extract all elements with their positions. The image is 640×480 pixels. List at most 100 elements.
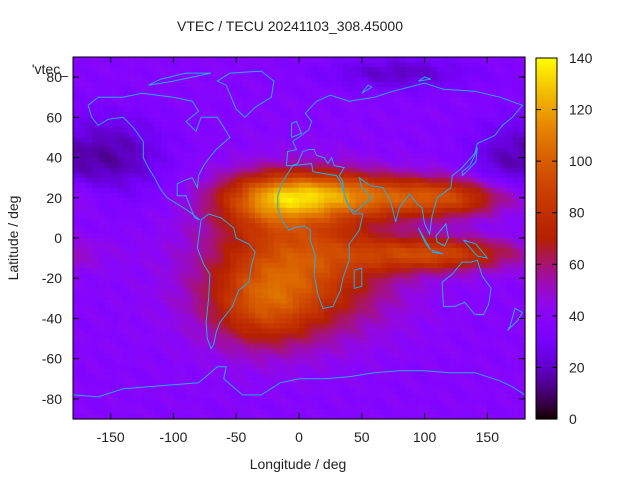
heat-cell: [217, 162, 225, 169]
heat-cell: [311, 348, 319, 355]
heat-cell: [317, 92, 325, 98]
heat-cell: [154, 388, 162, 395]
heat-cell: [110, 283, 118, 289]
heat-cell: [430, 338, 438, 345]
heat-cell: [512, 238, 520, 244]
heat-cell: [79, 77, 87, 83]
heat-cell: [443, 328, 451, 335]
heat-cell: [73, 132, 80, 139]
heat-cell: [280, 142, 288, 149]
heat-cell: [261, 358, 269, 365]
heat-cell: [223, 107, 231, 113]
heat-cell: [198, 313, 206, 320]
heat-cell: [91, 162, 99, 169]
heat-cell: [361, 137, 369, 144]
heat-cell: [418, 212, 426, 219]
heat-cell: [160, 92, 168, 98]
heat-cell: [455, 388, 463, 395]
heat-cell: [85, 132, 93, 139]
heat-cell: [493, 82, 501, 88]
heat-cell: [474, 383, 482, 390]
heat-cell: [412, 202, 419, 209]
heat-cell: [355, 313, 363, 320]
heat-cell: [355, 278, 363, 284]
heat-cell: [330, 333, 338, 340]
heat-cell: [85, 87, 93, 93]
heat-cell: [430, 308, 438, 315]
heat-cell: [430, 383, 438, 390]
heat-cell: [110, 403, 118, 410]
heat-cell: [292, 182, 300, 189]
heat-cell: [104, 62, 112, 68]
heat-cell: [518, 202, 526, 209]
heat-cell: [217, 97, 225, 103]
heat-cell: [217, 328, 225, 335]
heat-cell: [179, 393, 187, 400]
heat-cell: [424, 363, 432, 370]
heat-cell: [305, 313, 313, 320]
heat-cell: [204, 363, 212, 370]
heat-cell: [286, 258, 294, 264]
heat-cell: [311, 97, 319, 103]
heat-cell: [430, 217, 438, 224]
heat-cell: [217, 227, 225, 234]
heat-cell: [198, 222, 206, 229]
heat-cell: [91, 348, 99, 355]
heat-cell: [412, 383, 419, 390]
heat-cell: [405, 293, 413, 299]
heat-cell: [229, 288, 237, 294]
heat-cell: [374, 207, 382, 214]
heat-cell: [91, 373, 99, 380]
heat-cell: [299, 298, 306, 304]
heat-cell: [311, 72, 319, 78]
heat-cell: [110, 353, 118, 360]
heat-cell: [349, 298, 357, 304]
heat-cell: [148, 177, 156, 184]
heat-cell: [518, 368, 526, 375]
heat-cell: [116, 298, 124, 304]
heat-cell: [104, 258, 112, 264]
heat-cell: [148, 192, 156, 199]
heat-cell: [512, 283, 520, 289]
heat-cell: [135, 338, 143, 345]
heat-cell: [236, 132, 244, 139]
heat-cell: [173, 333, 181, 340]
heat-cell: [129, 147, 137, 154]
heat-cell: [449, 393, 457, 400]
heat-cell: [412, 323, 419, 330]
heat-cell: [317, 132, 325, 139]
heat-cell: [493, 363, 501, 370]
heat-cell: [167, 132, 175, 139]
heat-cell: [73, 243, 80, 249]
heat-cell: [512, 132, 520, 139]
heat-cell: [412, 338, 419, 345]
heat-cell: [311, 132, 319, 139]
heat-cell: [499, 142, 507, 149]
heat-cell: [248, 403, 256, 410]
heat-cell: [73, 278, 80, 284]
heat-cell: [242, 253, 250, 259]
heat-cell: [73, 343, 80, 350]
heat-cell: [342, 318, 350, 325]
heat-cell: [512, 57, 520, 63]
heat-cell: [405, 182, 413, 189]
heat-cell: [186, 393, 193, 400]
heat-cell: [154, 172, 162, 179]
heat-cell: [273, 147, 281, 154]
heat-cell: [261, 273, 269, 279]
heat-cell: [255, 268, 262, 274]
heat-cell: [280, 328, 288, 335]
heat-cell: [192, 283, 200, 289]
heat-cell: [368, 92, 375, 98]
heat-cell: [192, 62, 200, 68]
heat-cell: [493, 222, 501, 229]
heat-cell: [85, 313, 93, 320]
heat-cell: [255, 258, 262, 264]
heat-cell: [192, 318, 200, 325]
heat-cell: [85, 353, 93, 360]
heat-cell: [349, 177, 357, 184]
heat-cell: [186, 217, 193, 224]
heat-cell: [179, 182, 187, 189]
heat-cell: [261, 212, 269, 219]
heat-cell: [110, 132, 118, 139]
